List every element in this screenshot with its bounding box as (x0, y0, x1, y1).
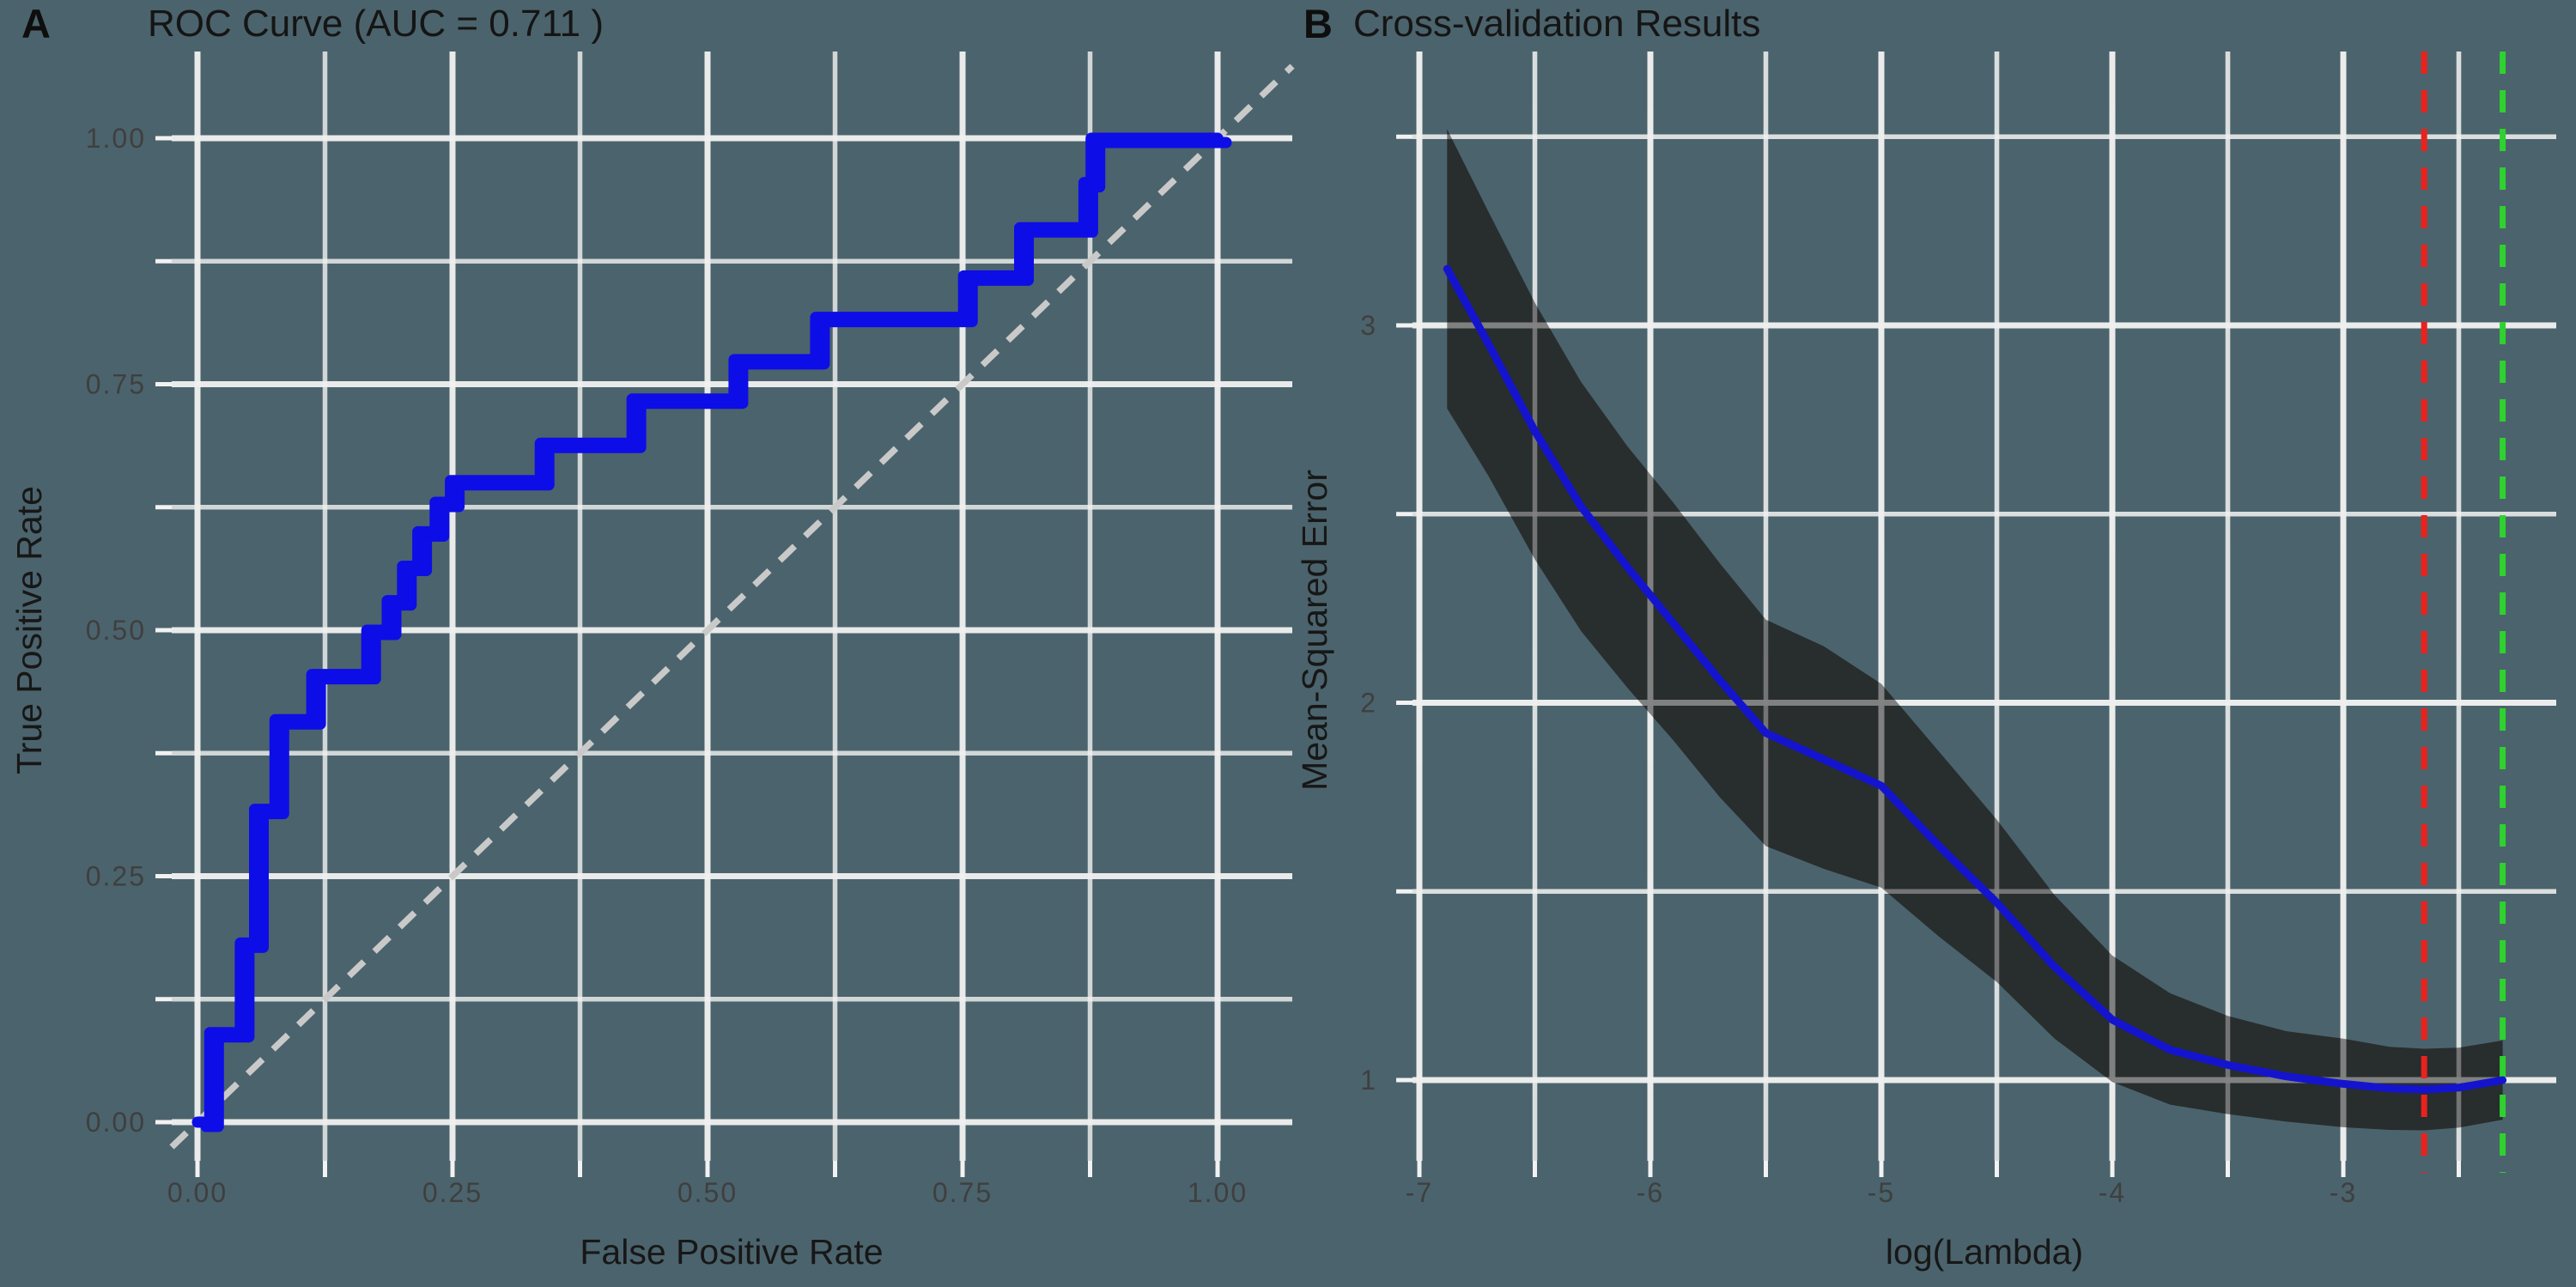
x-tick-label: -7 (1406, 1177, 1433, 1208)
panel-a-yaxis-title: True Positive Rate (9, 486, 49, 774)
roc-curve-jitter (200, 137, 1232, 1132)
x-tick-label: -6 (1637, 1177, 1664, 1208)
panel-b-axis-ticks (1396, 134, 2461, 1177)
x-tick-label: 0.00 (167, 1177, 228, 1208)
y-tick-label: 0.75 (86, 369, 146, 400)
x-tick-label: 1.00 (1188, 1177, 1248, 1208)
diagonal-reference-line (169, 64, 1295, 1150)
panel-b-yaxis-title: Mean-Squared Error (1295, 470, 1334, 791)
x-tick-label: -5 (1868, 1177, 1895, 1208)
roc-panel-graphics: 0.00 0.25 0.50 0.75 1.00 0.00 0.25 0.50 0.75 1.00 (86, 52, 1295, 1208)
panel-b-tag: B (1303, 1, 1333, 46)
roc-curve (191, 132, 1224, 1128)
x-tick-label: 0.50 (677, 1177, 738, 1208)
y-tick-label: 0.25 (86, 861, 146, 892)
panel-b-xaxis-title: log(Lambda) (1886, 1232, 2083, 1272)
cv-panel-graphics: -7 -6 -5 -4 -3 1 2 3 (1360, 52, 2556, 1208)
panel-a-xaxis-title: False Positive Rate (580, 1232, 883, 1272)
y-tick-label: 0.00 (86, 1107, 146, 1138)
y-tick-label: 3 (1360, 310, 1377, 341)
x-tick-label: 0.75 (933, 1177, 993, 1208)
y-tick-label: 0.50 (86, 615, 146, 646)
panel-a-tag: A (21, 1, 51, 46)
y-tick-label: 1 (1360, 1065, 1377, 1096)
panel-b-title: Cross-validation Results (1353, 3, 1760, 45)
panel-a-axis-ticks (155, 136, 1220, 1177)
cv-confidence-band (1447, 129, 2503, 1131)
panel-a-title: ROC Curve (AUC = 0.711 ) (148, 3, 604, 45)
cv-mean-curve (1443, 264, 2507, 1094)
x-tick-label: 0.25 (422, 1177, 483, 1208)
y-tick-label: 1.00 (86, 123, 146, 154)
x-tick-label: -3 (2330, 1177, 2357, 1208)
x-tick-label: -4 (2099, 1177, 2126, 1208)
y-tick-label: 2 (1360, 688, 1377, 719)
